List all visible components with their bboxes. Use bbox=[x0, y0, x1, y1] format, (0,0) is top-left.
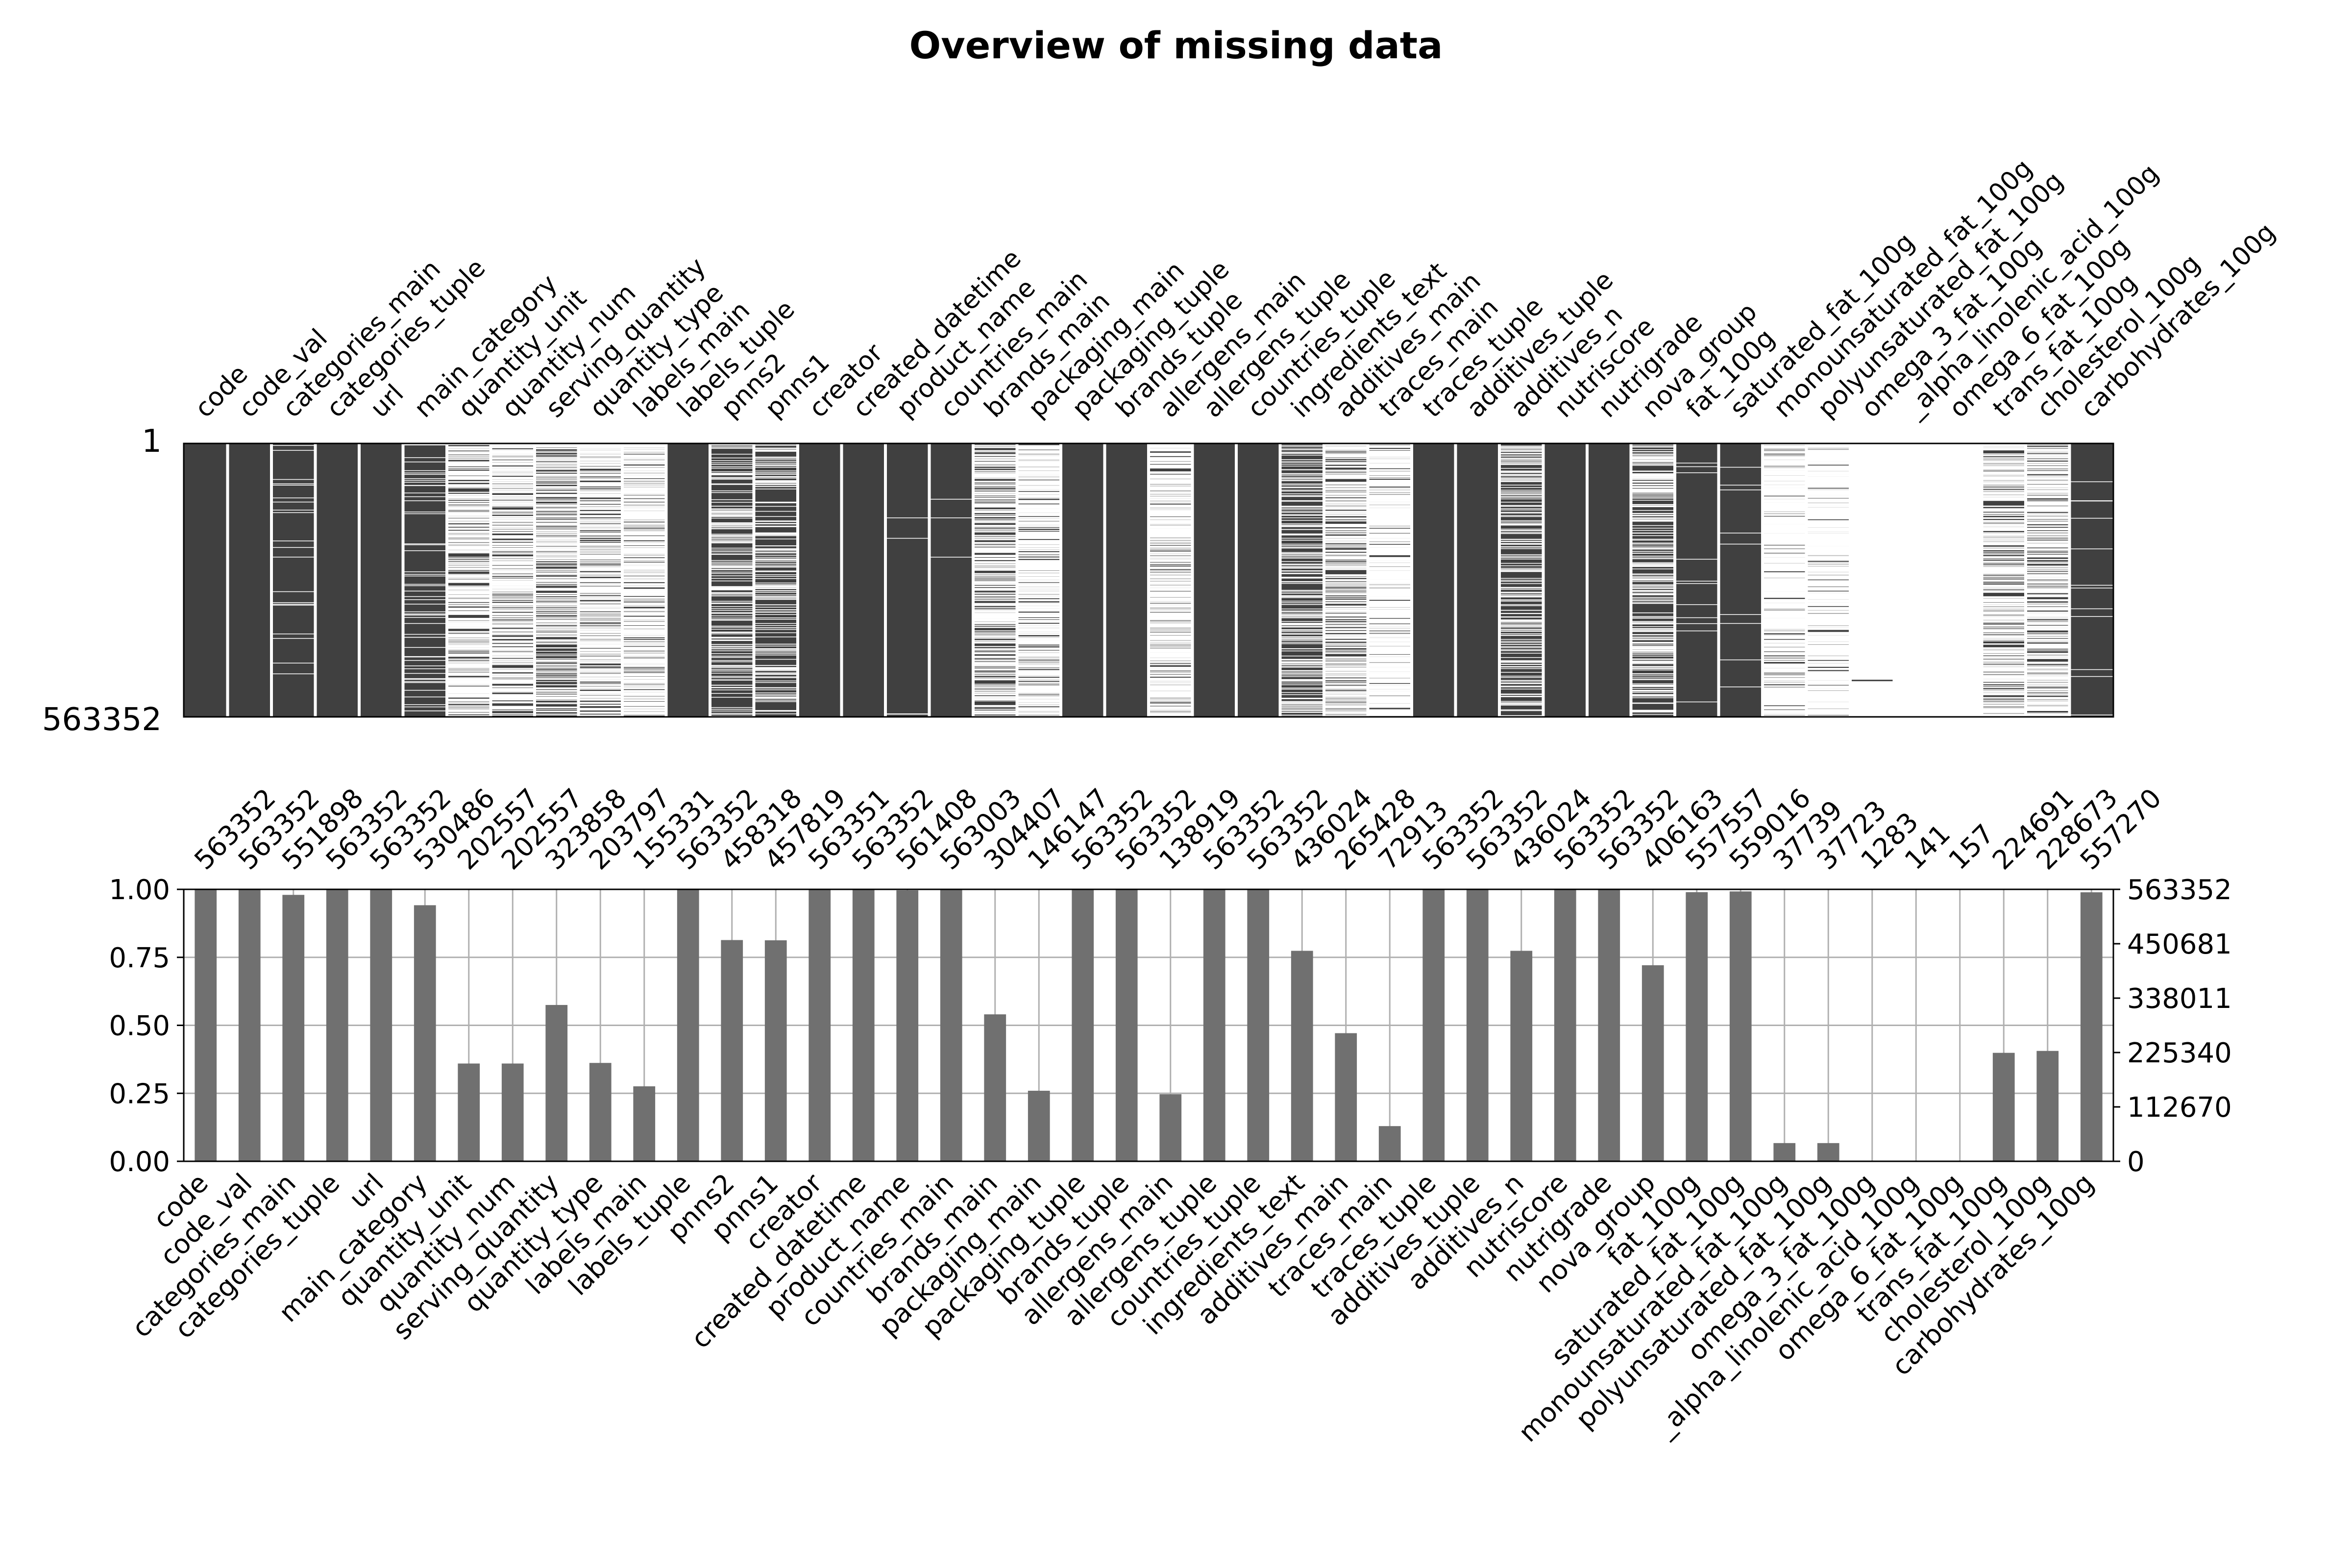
bar-pnns2 bbox=[721, 940, 743, 1161]
bar-count-labels: 5633525633525518985633525633525304862025… bbox=[188, 783, 2167, 876]
bar-serving_quantity bbox=[545, 1004, 568, 1161]
bar-pnns1 bbox=[764, 940, 787, 1161]
bar-code bbox=[195, 889, 217, 1161]
bar-url bbox=[370, 889, 392, 1161]
matrix-column-labels: codecode_valcategories_maincategories_tu… bbox=[190, 153, 2281, 423]
matrix-column-nova_group bbox=[1629, 443, 1675, 717]
bar-count-label: 157 bbox=[1942, 818, 2000, 876]
matrix-column-monounsaturated_fat_100g bbox=[1761, 443, 1807, 717]
bar-allergens_tuple bbox=[1203, 889, 1225, 1161]
bar-polyunsaturated_fat_100g bbox=[1817, 1143, 1839, 1161]
chart-title: Overview of missing data bbox=[909, 24, 1443, 67]
bar-labels_tuple bbox=[677, 889, 699, 1161]
matrix-column-categories_main bbox=[270, 443, 316, 717]
bar-y-tick-left: 1.00 bbox=[109, 874, 170, 906]
bar-y-tick-right: 450681 bbox=[2127, 929, 2232, 960]
bar-countries_tuple bbox=[1247, 889, 1270, 1161]
missingness-matrix bbox=[183, 442, 2114, 718]
bar-packaging_tuple bbox=[1072, 889, 1094, 1161]
bar-y-tick-right: 225340 bbox=[2127, 1037, 2232, 1069]
bar-nutriscore bbox=[1554, 889, 1576, 1161]
matrix-column-_alpha_linolenic_acid_100g bbox=[1892, 443, 1938, 717]
matrix-column-brands_main bbox=[972, 443, 1017, 718]
bar-nutrigrade bbox=[1598, 889, 1620, 1161]
matrix-column-additives_main bbox=[1323, 443, 1368, 717]
bar-y-tick-left: 0.75 bbox=[109, 942, 170, 974]
matrix-column-serving_quantity bbox=[533, 443, 579, 717]
bar-traces_main bbox=[1378, 1126, 1401, 1161]
bar-y-tick-right: 0 bbox=[2127, 1146, 2145, 1178]
bar-packaging_main bbox=[1028, 1091, 1050, 1161]
bar-y-tick-left: 0.50 bbox=[109, 1010, 170, 1042]
matrix-column-saturated_fat_100g bbox=[1717, 443, 1763, 717]
matrix-y-tick-bottom: 563352 bbox=[42, 702, 162, 738]
matrix-column-allergens_main bbox=[1147, 443, 1193, 717]
bar-categories_tuple bbox=[326, 889, 348, 1161]
bar-quantity_num bbox=[501, 1063, 524, 1161]
matrix-column-additives_n bbox=[1498, 443, 1544, 717]
matrix-column-packaging_main bbox=[1015, 443, 1061, 717]
bar-additives_n bbox=[1510, 951, 1533, 1161]
matrix-column-pnns1 bbox=[752, 443, 798, 717]
matrix-column-labels_main bbox=[621, 443, 666, 717]
bar-brands_tuple bbox=[1115, 889, 1138, 1161]
bar-product_name bbox=[896, 890, 919, 1161]
bar-brands_main bbox=[984, 1014, 1006, 1161]
bar-carbohydrates_100g bbox=[2080, 892, 2103, 1161]
bar-y-tick-left: 0.00 bbox=[109, 1146, 170, 1178]
bar-countries_main bbox=[940, 889, 962, 1161]
bar-main_category bbox=[414, 905, 436, 1161]
bar-y-tick-right: 338011 bbox=[2127, 983, 2232, 1015]
bar-category-labels: codecode_valcategories_maincategories_tu… bbox=[126, 1167, 2100, 1448]
matrix-column-quantity_unit bbox=[445, 443, 491, 718]
bar-ingredients_text bbox=[1291, 951, 1313, 1161]
matrix-y-tick-top: 1 bbox=[142, 423, 162, 460]
bar-quantity_type bbox=[589, 1063, 612, 1161]
completeness-bar-chart: 0.00 0.25 0.50 0.75 1.00 0 112670 225340 338011 4… bbox=[109, 874, 2231, 1178]
bar-traces_tuple bbox=[1422, 889, 1445, 1161]
bar-additives_tuple bbox=[1466, 889, 1489, 1161]
bar-categories_main bbox=[282, 895, 305, 1161]
bar-monounsaturated_fat_100g bbox=[1773, 1143, 1796, 1161]
matrix-column-quantity_type bbox=[577, 443, 622, 717]
bar-quantity_unit bbox=[458, 1063, 480, 1161]
matrix-column-traces_main bbox=[1366, 443, 1412, 718]
matrix-column-cholesterol_100g bbox=[2024, 443, 2070, 717]
matrix-column-ingredients_text bbox=[1278, 443, 1324, 718]
matrix-column-quantity_num bbox=[489, 443, 535, 718]
bar-y-tick-right: 112670 bbox=[2127, 1092, 2232, 1124]
matrix-column-main_category bbox=[401, 443, 447, 717]
matrix-column-omega_6_fat_100g bbox=[1936, 443, 1982, 717]
bar-additives_main bbox=[1335, 1033, 1357, 1161]
matrix-column-polyunsaturated_fat_100g bbox=[1805, 443, 1850, 718]
bar-allergens_main bbox=[1159, 1094, 1182, 1161]
bar-y-tick-left: 0.25 bbox=[109, 1078, 170, 1110]
bar-creator bbox=[808, 889, 831, 1161]
bar-fat_100g bbox=[1686, 892, 1708, 1161]
matrix-column-fat_100g bbox=[1673, 443, 1719, 717]
bar-code_val bbox=[238, 889, 261, 1161]
bar-trans_fat_100g bbox=[1992, 1053, 2015, 1161]
matrix-column-countries_main bbox=[928, 443, 973, 717]
bar-y-tick-right: 563352 bbox=[2127, 874, 2232, 906]
matrix-column-omega_3_fat_100g bbox=[1849, 443, 1894, 717]
matrix-column-pnns2 bbox=[709, 443, 754, 717]
matrix-column-trans_fat_100g bbox=[1980, 443, 2026, 717]
bar-created_datetime bbox=[852, 889, 875, 1161]
bar-nova_group bbox=[1642, 965, 1664, 1161]
matrix-column-carbohydrates_100g bbox=[2068, 443, 2113, 717]
bar-saturated_fat_100g bbox=[1729, 891, 1752, 1161]
bar-labels_main bbox=[633, 1086, 656, 1161]
bar-cholesterol_100g bbox=[2036, 1051, 2059, 1161]
